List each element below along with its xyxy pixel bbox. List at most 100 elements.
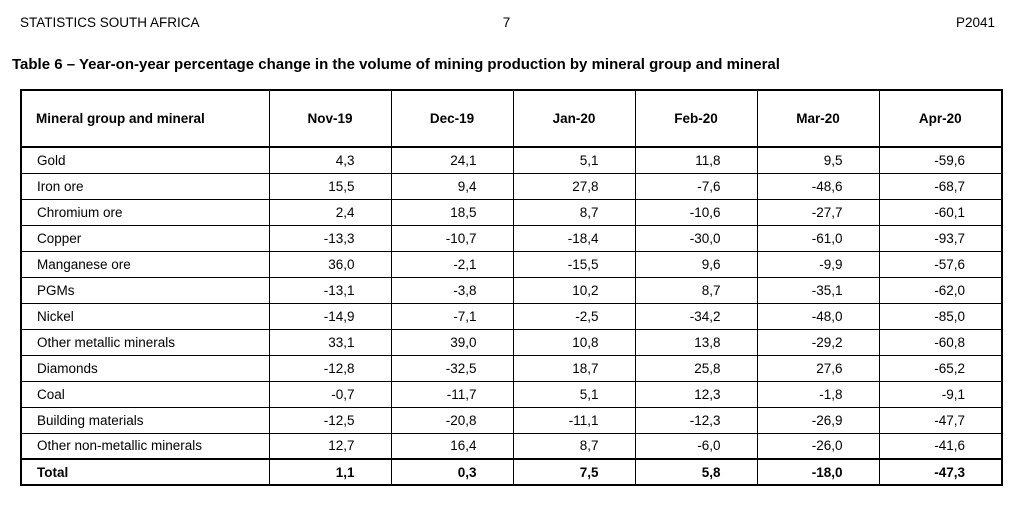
value-cell: 5,8 [634, 458, 758, 486]
publication-code: P2041 [955, 15, 995, 30]
table-row: Gold 4,3 24,1 5,1 11,8 9,5 -59,6 [20, 146, 1003, 174]
value-cell: 7,5 [512, 458, 636, 486]
value-cell: -9,9 [756, 250, 880, 278]
value-cell: -7,6 [634, 172, 758, 200]
value-cell: -18,0 [756, 458, 880, 486]
value-cell: -41,6 [878, 432, 1003, 460]
page-header: STATISTICS SOUTH AFRICA 7 P2041 [0, 0, 1013, 32]
col-header-dec-19: Dec-19 [390, 89, 514, 148]
table-title: Table 6 – Year-on-year percentage change… [12, 56, 780, 73]
value-cell: 27,8 [512, 172, 636, 200]
value-cell: 1,1 [268, 458, 392, 486]
value-cell: -30,0 [634, 224, 758, 252]
table-header: Mineral group and mineral Nov-19 Dec-19 Jan… [20, 89, 1003, 148]
value-cell: 2,4 [268, 198, 392, 226]
value-cell: -62,0 [878, 276, 1003, 304]
value-cell: -13,1 [268, 276, 392, 304]
col-header-apr-20: Apr-20 [878, 89, 1003, 148]
value-cell: 24,1 [390, 146, 514, 174]
value-cell: -2,5 [512, 302, 636, 330]
value-cell: -57,6 [878, 250, 1003, 278]
value-cell: 33,1 [268, 328, 392, 356]
value-cell: -10,7 [390, 224, 514, 252]
row-label: Total [20, 458, 270, 486]
row-label: Diamonds [20, 354, 270, 382]
mining-production-table: Mineral group and mineral Nov-19 Dec-19 Jan… [20, 89, 1003, 486]
value-cell: -61,0 [756, 224, 880, 252]
col-header-mineral-group: Mineral group and mineral [20, 89, 270, 148]
value-cell: -68,7 [878, 172, 1003, 200]
row-label: Manganese ore [20, 250, 270, 278]
row-label: Gold [20, 146, 270, 174]
value-cell: 10,8 [512, 328, 636, 356]
row-label: Other metallic minerals [20, 328, 270, 356]
value-cell: -85,0 [878, 302, 1003, 330]
table-row: Other non-metallic minerals 12,7 16,4 8,7 -6… [20, 432, 1003, 460]
value-cell: -1,8 [756, 380, 880, 408]
value-cell: -12,3 [634, 406, 758, 434]
value-cell: -26,9 [756, 406, 880, 434]
value-cell: -32,5 [390, 354, 514, 382]
value-cell: -6,0 [634, 432, 758, 460]
value-cell: 25,8 [634, 354, 758, 382]
row-label: Coal [20, 380, 270, 408]
value-cell: -11,7 [390, 380, 514, 408]
table-row: Building materials -12,5 -20,8 -11,1 -12,3 -2… [20, 406, 1003, 434]
col-header-mar-20: Mar-20 [756, 89, 880, 148]
value-cell: 12,3 [634, 380, 758, 408]
value-cell: 10,2 [512, 276, 636, 304]
value-cell: 8,7 [512, 198, 636, 226]
page-number: 7 [502, 15, 511, 30]
value-cell: 5,1 [512, 380, 636, 408]
value-cell: 0,3 [390, 458, 514, 486]
value-cell: -29,2 [756, 328, 880, 356]
value-cell: -0,7 [268, 380, 392, 408]
value-cell: 9,6 [634, 250, 758, 278]
row-label: Building materials [20, 406, 270, 434]
table-row: Iron ore 15,5 9,4 27,8 -7,6 -48,6 -68,7 [20, 172, 1003, 200]
value-cell: 13,8 [634, 328, 758, 356]
value-cell: -34,2 [634, 302, 758, 330]
table-row: Copper -13,3 -10,7 -18,4 -30,0 -61,0 -93,7 [20, 224, 1003, 252]
publisher-name: STATISTICS SOUTH AFRICA [20, 15, 200, 30]
value-cell: 27,6 [756, 354, 880, 382]
value-cell: -14,9 [268, 302, 392, 330]
value-cell: 9,5 [756, 146, 880, 174]
value-cell: -59,6 [878, 146, 1003, 174]
value-cell: -60,8 [878, 328, 1003, 356]
value-cell: -65,2 [878, 354, 1003, 382]
col-header-nov-19: Nov-19 [268, 89, 392, 148]
value-cell: -47,3 [878, 458, 1003, 486]
value-cell: -9,1 [878, 380, 1003, 408]
row-label: Other non-metallic minerals [20, 432, 270, 460]
value-cell: -60,1 [878, 198, 1003, 226]
row-label: PGMs [20, 276, 270, 304]
value-cell: 15,5 [268, 172, 392, 200]
col-header-jan-20: Jan-20 [512, 89, 636, 148]
value-cell: -27,7 [756, 198, 880, 226]
value-cell: -48,6 [756, 172, 880, 200]
table-row: Diamonds -12,8 -32,5 18,7 25,8 27,6 -65,2 [20, 354, 1003, 382]
value-cell: -7,1 [390, 302, 514, 330]
table-row: Coal -0,7 -11,7 5,1 12,3 -1,8 -9,1 [20, 380, 1003, 408]
value-cell: -48,0 [756, 302, 880, 330]
value-cell: -12,8 [268, 354, 392, 382]
value-cell: 18,5 [390, 198, 514, 226]
value-cell: 12,7 [268, 432, 392, 460]
table-body: Gold 4,3 24,1 5,1 11,8 9,5 -59,6 Iron ore 15,5 9,… [20, 146, 1003, 486]
value-cell: -93,7 [878, 224, 1003, 252]
table-row: Nickel -14,9 -7,1 -2,5 -34,2 -48,0 -85,0 [20, 302, 1003, 330]
value-cell: 5,1 [512, 146, 636, 174]
value-cell: 8,7 [512, 432, 636, 460]
value-cell: 11,8 [634, 146, 758, 174]
value-cell: -13,3 [268, 224, 392, 252]
value-cell: -12,5 [268, 406, 392, 434]
value-cell: 16,4 [390, 432, 514, 460]
value-cell: 39,0 [390, 328, 514, 356]
row-label: Copper [20, 224, 270, 252]
value-cell: -20,8 [390, 406, 514, 434]
row-label: Chromium ore [20, 198, 270, 226]
value-cell: 8,7 [634, 276, 758, 304]
value-cell: -35,1 [756, 276, 880, 304]
